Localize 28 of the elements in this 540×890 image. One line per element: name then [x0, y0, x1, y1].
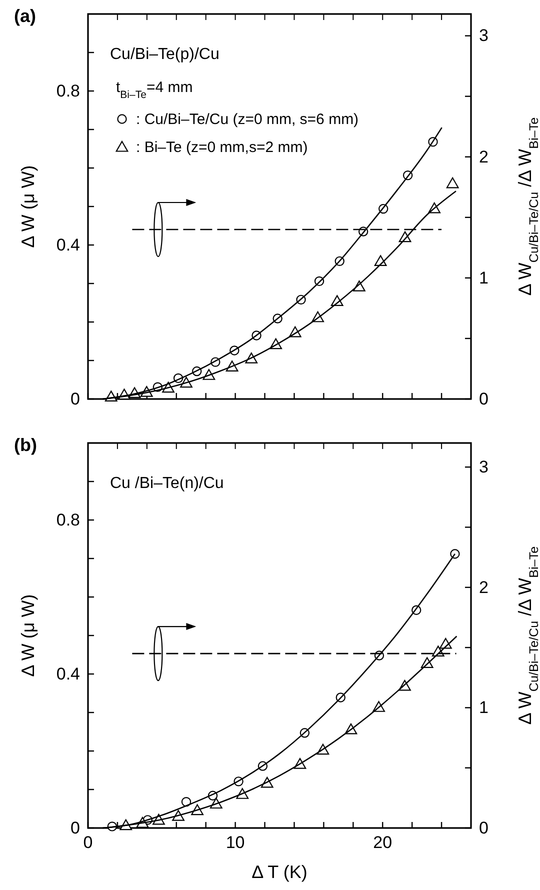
x-axis-title: Δ T (K) [252, 862, 308, 882]
y2-tick-label: 3 [479, 458, 488, 477]
y2-tick-label: 3 [479, 26, 488, 46]
y-axis-title: Δ W (μ W) [18, 165, 38, 248]
legend-label: : Bi–Te (z=0 mm,s=2 mm) [136, 139, 308, 156]
y2-tick-label: 0 [479, 389, 488, 408]
annotation: t$_{Bi–Te}$=4 mm [116, 79, 193, 101]
annotation: Cu/Bi–Te(p)/Cu [110, 46, 220, 63]
legend-label: : Cu/Bi–Te/Cu (z=0 mm, s=6 mm) [136, 111, 359, 128]
x-tick-label: 10 [226, 833, 245, 852]
y-axis-title: Δ W (μ W) [18, 594, 38, 677]
y-tick-label: 0.4 [56, 664, 80, 684]
y-tick-label: 0 [70, 389, 80, 408]
y2-tick-label: 1 [479, 698, 488, 718]
chart-title: (a) [14, 6, 36, 26]
y-tick-label: 0 [70, 818, 80, 838]
y-tick-label: 0.8 [56, 81, 80, 100]
y-tick-label: 0.4 [56, 235, 80, 254]
y2-tick-label: 2 [479, 578, 488, 597]
y2-tick-label: 0 [479, 818, 488, 838]
x-tick-label: 0 [83, 833, 93, 852]
point [446, 177, 459, 188]
annotation: Cu /Bi–Te(n)/Cu [110, 475, 224, 492]
y2-tick-label: 2 [479, 147, 488, 166]
chart-title: (b) [14, 435, 37, 455]
y2-tick-label: 1 [479, 268, 488, 288]
x-tick-label: 20 [373, 833, 392, 852]
y-tick-label: 0.8 [56, 510, 80, 530]
